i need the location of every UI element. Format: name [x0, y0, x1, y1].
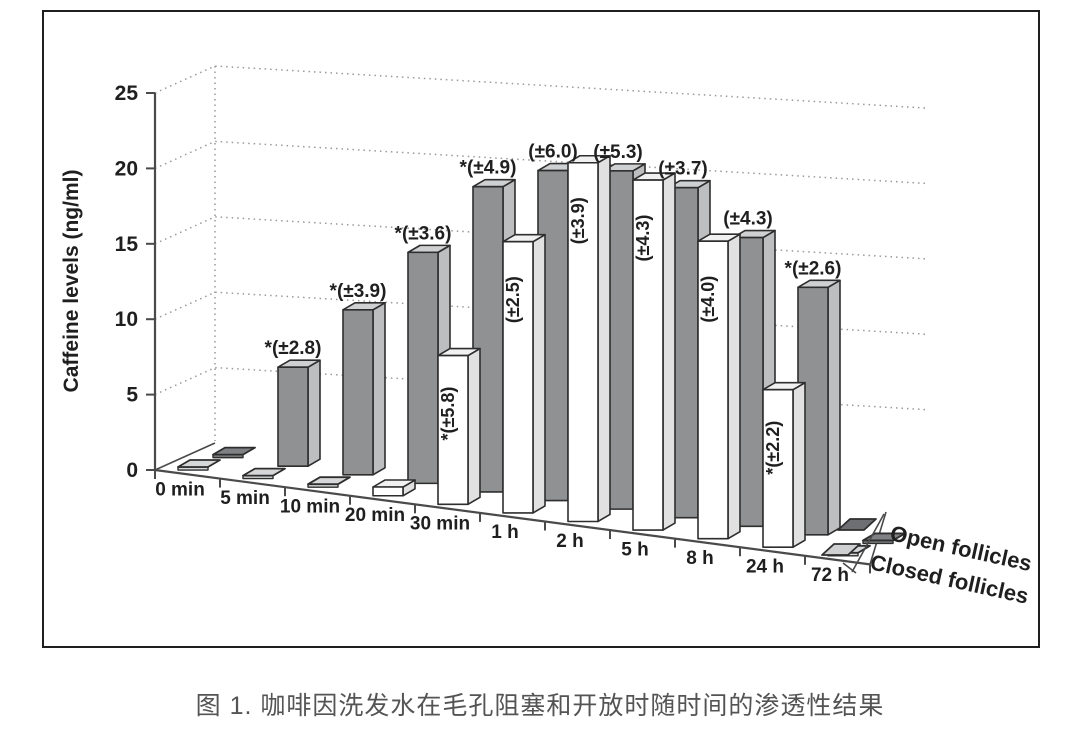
x-label-2: 10 min [280, 496, 340, 517]
legend-edge-line [851, 513, 885, 573]
x-label-6: 2 h [556, 531, 583, 552]
bar-open-5min-front [277, 366, 309, 468]
bar-closed-10min-top [307, 476, 351, 486]
annotation-open-20min: *(±3.6) [395, 223, 452, 244]
annotation-closed-8h: (±4.0) [698, 276, 718, 323]
annotation-open-10min: *(±3.9) [330, 281, 387, 302]
annotation-closed-1h: (±2.5) [503, 276, 523, 323]
annotation-open-5h: (±3.7) [658, 159, 708, 180]
annotation-closed-5h: (±4.3) [633, 215, 653, 262]
y-axis-title: Caffeine levels (ng/ml) [60, 170, 83, 393]
bar-closed-24h-front [762, 388, 794, 549]
bar-closed-30min-front [437, 354, 469, 506]
bar-closed-2h-side [597, 154, 611, 523]
y-tick-label-10: 10 [115, 308, 138, 331]
bar-open-10min-side [372, 301, 386, 476]
x-label-7: 5 h [621, 539, 648, 560]
figure-box: 0 5 10 15 20 25 Caffeine levels (ng/ml) 0 min 5 … [42, 10, 1040, 648]
gridline-25 [154, 65, 926, 109]
bar-open-10min-front [342, 308, 374, 476]
bar-closed-20min-front [372, 486, 404, 497]
bar-closed-1h-side [532, 233, 546, 514]
bar-closed-5min-top [242, 467, 286, 477]
bar-open-72h-top [862, 532, 906, 542]
annotation-open-2h: (±5.3) [593, 142, 643, 163]
y-tick-label-15: 15 [115, 233, 139, 256]
figure-caption: 图 1. 咖啡因洗发水在毛孔阻塞和开放时随时间的渗透性结果 [195, 692, 885, 720]
y-tick-label-0: 0 [126, 459, 138, 482]
annotation-closed-30min: *(±5.8) [438, 387, 458, 441]
bar-open-0min-top [212, 446, 256, 456]
annotation-open-1h: (±6.0) [528, 142, 578, 163]
annotation-open-8h: (±4.3) [723, 209, 773, 230]
bars-layer [177, 154, 906, 557]
bar-closed-1h-front [502, 240, 534, 514]
bar-closed-5h-side [662, 172, 676, 531]
x-label-9: 24 h [746, 557, 784, 578]
floor-left-edge [154, 442, 216, 471]
x-axis-line [154, 468, 871, 566]
annotations-layer: *(±2.8) *(±3.9) *(±3.6) *(±4.9) *(±5.8) (±6.0… [265, 142, 842, 475]
y-tick-label-25: 25 [115, 82, 139, 105]
bar-open-24h-side [827, 279, 841, 536]
y-tick-label-20: 20 [115, 157, 138, 180]
x-label-10: 72 h [811, 565, 849, 586]
bar-chart-3d: 0 5 10 15 20 25 Caffeine levels (ng/ml) 0 min 5 … [60, 65, 1034, 609]
y-tick-label-5: 5 [126, 384, 138, 407]
bar-closed-24h-side [792, 381, 806, 549]
legend-edge-line-short [842, 562, 857, 574]
x-label-3: 20 min [345, 505, 405, 526]
bar-closed-2h-front [567, 161, 599, 523]
x-label-8: 8 h [686, 548, 713, 569]
bar-closed-5h-front [632, 179, 664, 531]
x-label-5: 1 h [491, 522, 518, 543]
bar-closed-30min-side [467, 347, 481, 506]
annotation-open-30min: *(±4.9) [460, 158, 517, 179]
bar-closed-0min-top [177, 459, 221, 468]
axes-layer: 0 5 10 15 20 25 Caffeine levels (ng/ml) 0 min 5 … [60, 82, 887, 586]
bar-open-5min-side [307, 359, 321, 468]
x-label-4: 30 min [410, 514, 470, 535]
legend-swatch-closed [821, 543, 861, 556]
bar-closed-8h-front [697, 240, 729, 540]
gridline-20 [154, 140, 926, 185]
x-label-1: 5 min [220, 488, 270, 509]
x-label-0: 0 min [155, 479, 205, 500]
annotation-open-5min: *(±2.8) [265, 338, 322, 359]
bar-open-20min-front [407, 251, 439, 485]
bar-closed-8h-side [727, 233, 741, 540]
annotation-open-24h: *(±2.6) [785, 258, 842, 279]
legend-swatch-open [837, 518, 877, 531]
annotation-closed-2h: (±3.9) [568, 197, 588, 244]
annotation-closed-24h: *(±2.2) [763, 421, 783, 475]
